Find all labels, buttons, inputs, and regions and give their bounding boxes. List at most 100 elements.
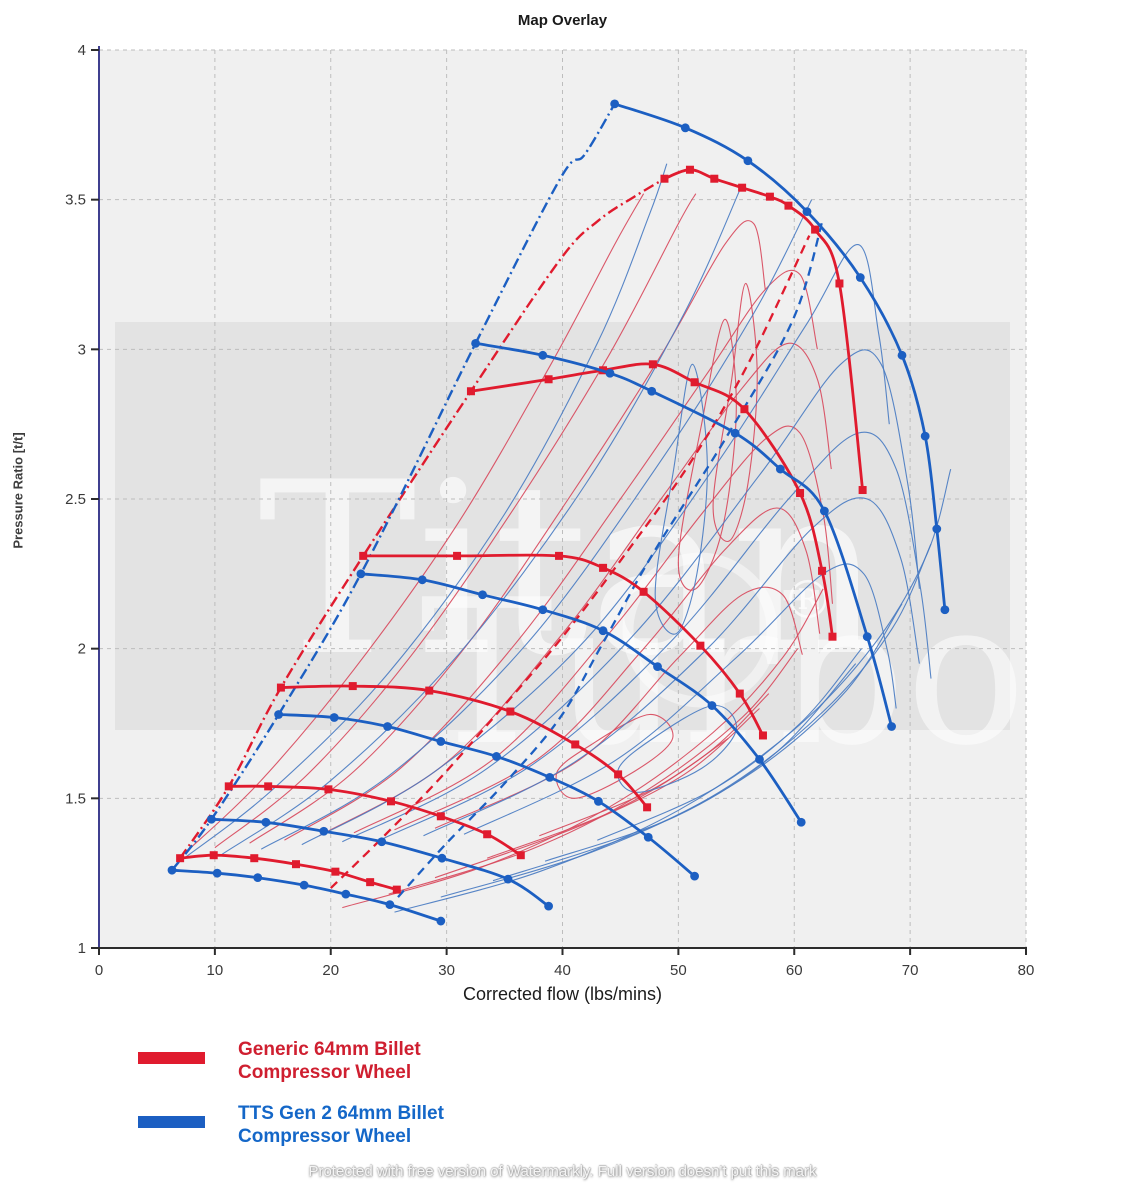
data-point-square	[740, 405, 749, 414]
speed-line	[469, 362, 834, 639]
data-point-square	[835, 279, 844, 288]
data-point-circle	[206, 814, 216, 824]
max-efficiency-dashed-line	[397, 217, 825, 898]
data-point-circle	[855, 273, 865, 282]
efficiency-contour	[597, 648, 862, 841]
data-point-circle	[385, 900, 395, 909]
data-point-circle	[897, 350, 907, 360]
data-point-circle	[478, 590, 487, 600]
data-point-circle	[775, 464, 785, 474]
speed-line	[663, 168, 864, 492]
x-tick-label: 80	[1018, 962, 1035, 979]
data-point-circle	[538, 605, 548, 615]
data-point-circle	[680, 123, 690, 133]
legend-swatch-blue	[138, 1116, 205, 1128]
surge-line	[179, 177, 666, 859]
data-point-circle	[887, 722, 896, 731]
data-point-circle	[545, 772, 555, 782]
data-point-square	[506, 707, 515, 716]
data-point-circle	[417, 575, 427, 585]
x-tick-label: 30	[438, 962, 455, 979]
x-tick-label: 60	[786, 962, 803, 979]
data-point-square	[828, 632, 837, 641]
efficiency-contour	[382, 431, 932, 840]
data-point-circle	[932, 524, 942, 534]
data-point-square	[176, 854, 185, 863]
data-point-circle	[212, 868, 222, 878]
data-point-square	[643, 803, 652, 812]
legend-label-generic-line1: Generic 64mm Billet	[238, 1039, 421, 1060]
data-point-circle	[538, 350, 548, 360]
data-point-circle	[598, 626, 608, 636]
data-point-circle	[377, 837, 387, 847]
data-point-circle	[503, 874, 513, 884]
legend-label-generic: Generic 64mm Billet Compressor Wheel	[238, 1038, 421, 1084]
data-point-circle	[167, 865, 177, 875]
data-point-circle	[356, 569, 366, 579]
efficiency-contour	[434, 708, 760, 879]
data-point-circle	[653, 662, 662, 672]
data-point-square	[348, 682, 357, 691]
x-tick-label: 70	[902, 962, 919, 979]
data-point-circle	[437, 853, 447, 863]
data-point-square	[324, 785, 333, 794]
data-point-circle	[819, 506, 829, 516]
data-point-square	[571, 740, 580, 749]
data-point-square	[544, 375, 553, 384]
data-point-square	[796, 489, 805, 498]
y-tick-label: 3.5	[65, 192, 86, 209]
data-point-square	[387, 797, 396, 806]
data-point-square	[710, 174, 719, 183]
chart-legend: Generic 64mm Billet Compressor Wheel TTS…	[138, 1038, 444, 1166]
efficiency-contour	[544, 663, 857, 862]
watermarkly-notice: Protected with free version of Watermark…	[308, 1163, 817, 1180]
efficiency-contour	[654, 363, 708, 635]
efficiency-contour	[463, 563, 897, 835]
efficiency-contour	[214, 193, 697, 849]
data-point-square	[758, 731, 767, 740]
data-point-square	[555, 551, 564, 560]
max-efficiency-dashed-line	[329, 235, 811, 889]
data-point-square	[765, 192, 774, 201]
efficiency-contour	[284, 269, 818, 841]
data-point-square	[614, 770, 623, 779]
data-point-circle	[755, 755, 764, 764]
efficiency-contour	[712, 282, 758, 543]
data-point-square	[331, 867, 340, 876]
data-point-circle	[492, 752, 501, 761]
data-point-circle	[544, 901, 553, 911]
x-tick-label: 40	[554, 962, 571, 979]
legend-item-generic: Generic 64mm Billet Compressor Wheel	[138, 1038, 444, 1084]
data-point-circle	[862, 632, 872, 642]
data-point-square	[858, 486, 867, 495]
data-point-circle	[383, 722, 392, 731]
data-point-circle	[299, 880, 309, 890]
data-point-square	[818, 566, 827, 575]
data-point-circle	[436, 916, 446, 926]
x-tick-label: 50	[670, 962, 687, 979]
efficiency-contour	[301, 244, 890, 846]
data-point-circle	[274, 710, 284, 719]
data-point-square	[209, 851, 218, 860]
data-point-square	[690, 378, 699, 387]
data-point-square	[784, 201, 793, 210]
x-tick-label: 10	[207, 962, 224, 979]
data-point-circle	[605, 368, 615, 378]
efficiency-contour	[677, 318, 737, 591]
efficiency-contour	[423, 497, 920, 837]
chart-title: Map Overlay	[517, 12, 608, 29]
data-point-circle	[920, 431, 930, 441]
data-point-square	[366, 878, 375, 887]
efficiency-contour	[487, 693, 770, 859]
data-point-square	[735, 689, 744, 698]
data-point-square	[696, 641, 705, 650]
data-point-circle	[690, 871, 699, 881]
data-point-circle	[594, 796, 603, 806]
data-point-circle	[329, 713, 339, 722]
efficiency-contour	[249, 220, 766, 844]
x-axis-label: Corrected flow (lbs/mins)	[462, 984, 663, 1004]
data-point-circle	[707, 701, 717, 710]
data-point-square	[392, 885, 401, 894]
data-point-square	[599, 563, 608, 572]
data-point-square	[483, 830, 492, 839]
